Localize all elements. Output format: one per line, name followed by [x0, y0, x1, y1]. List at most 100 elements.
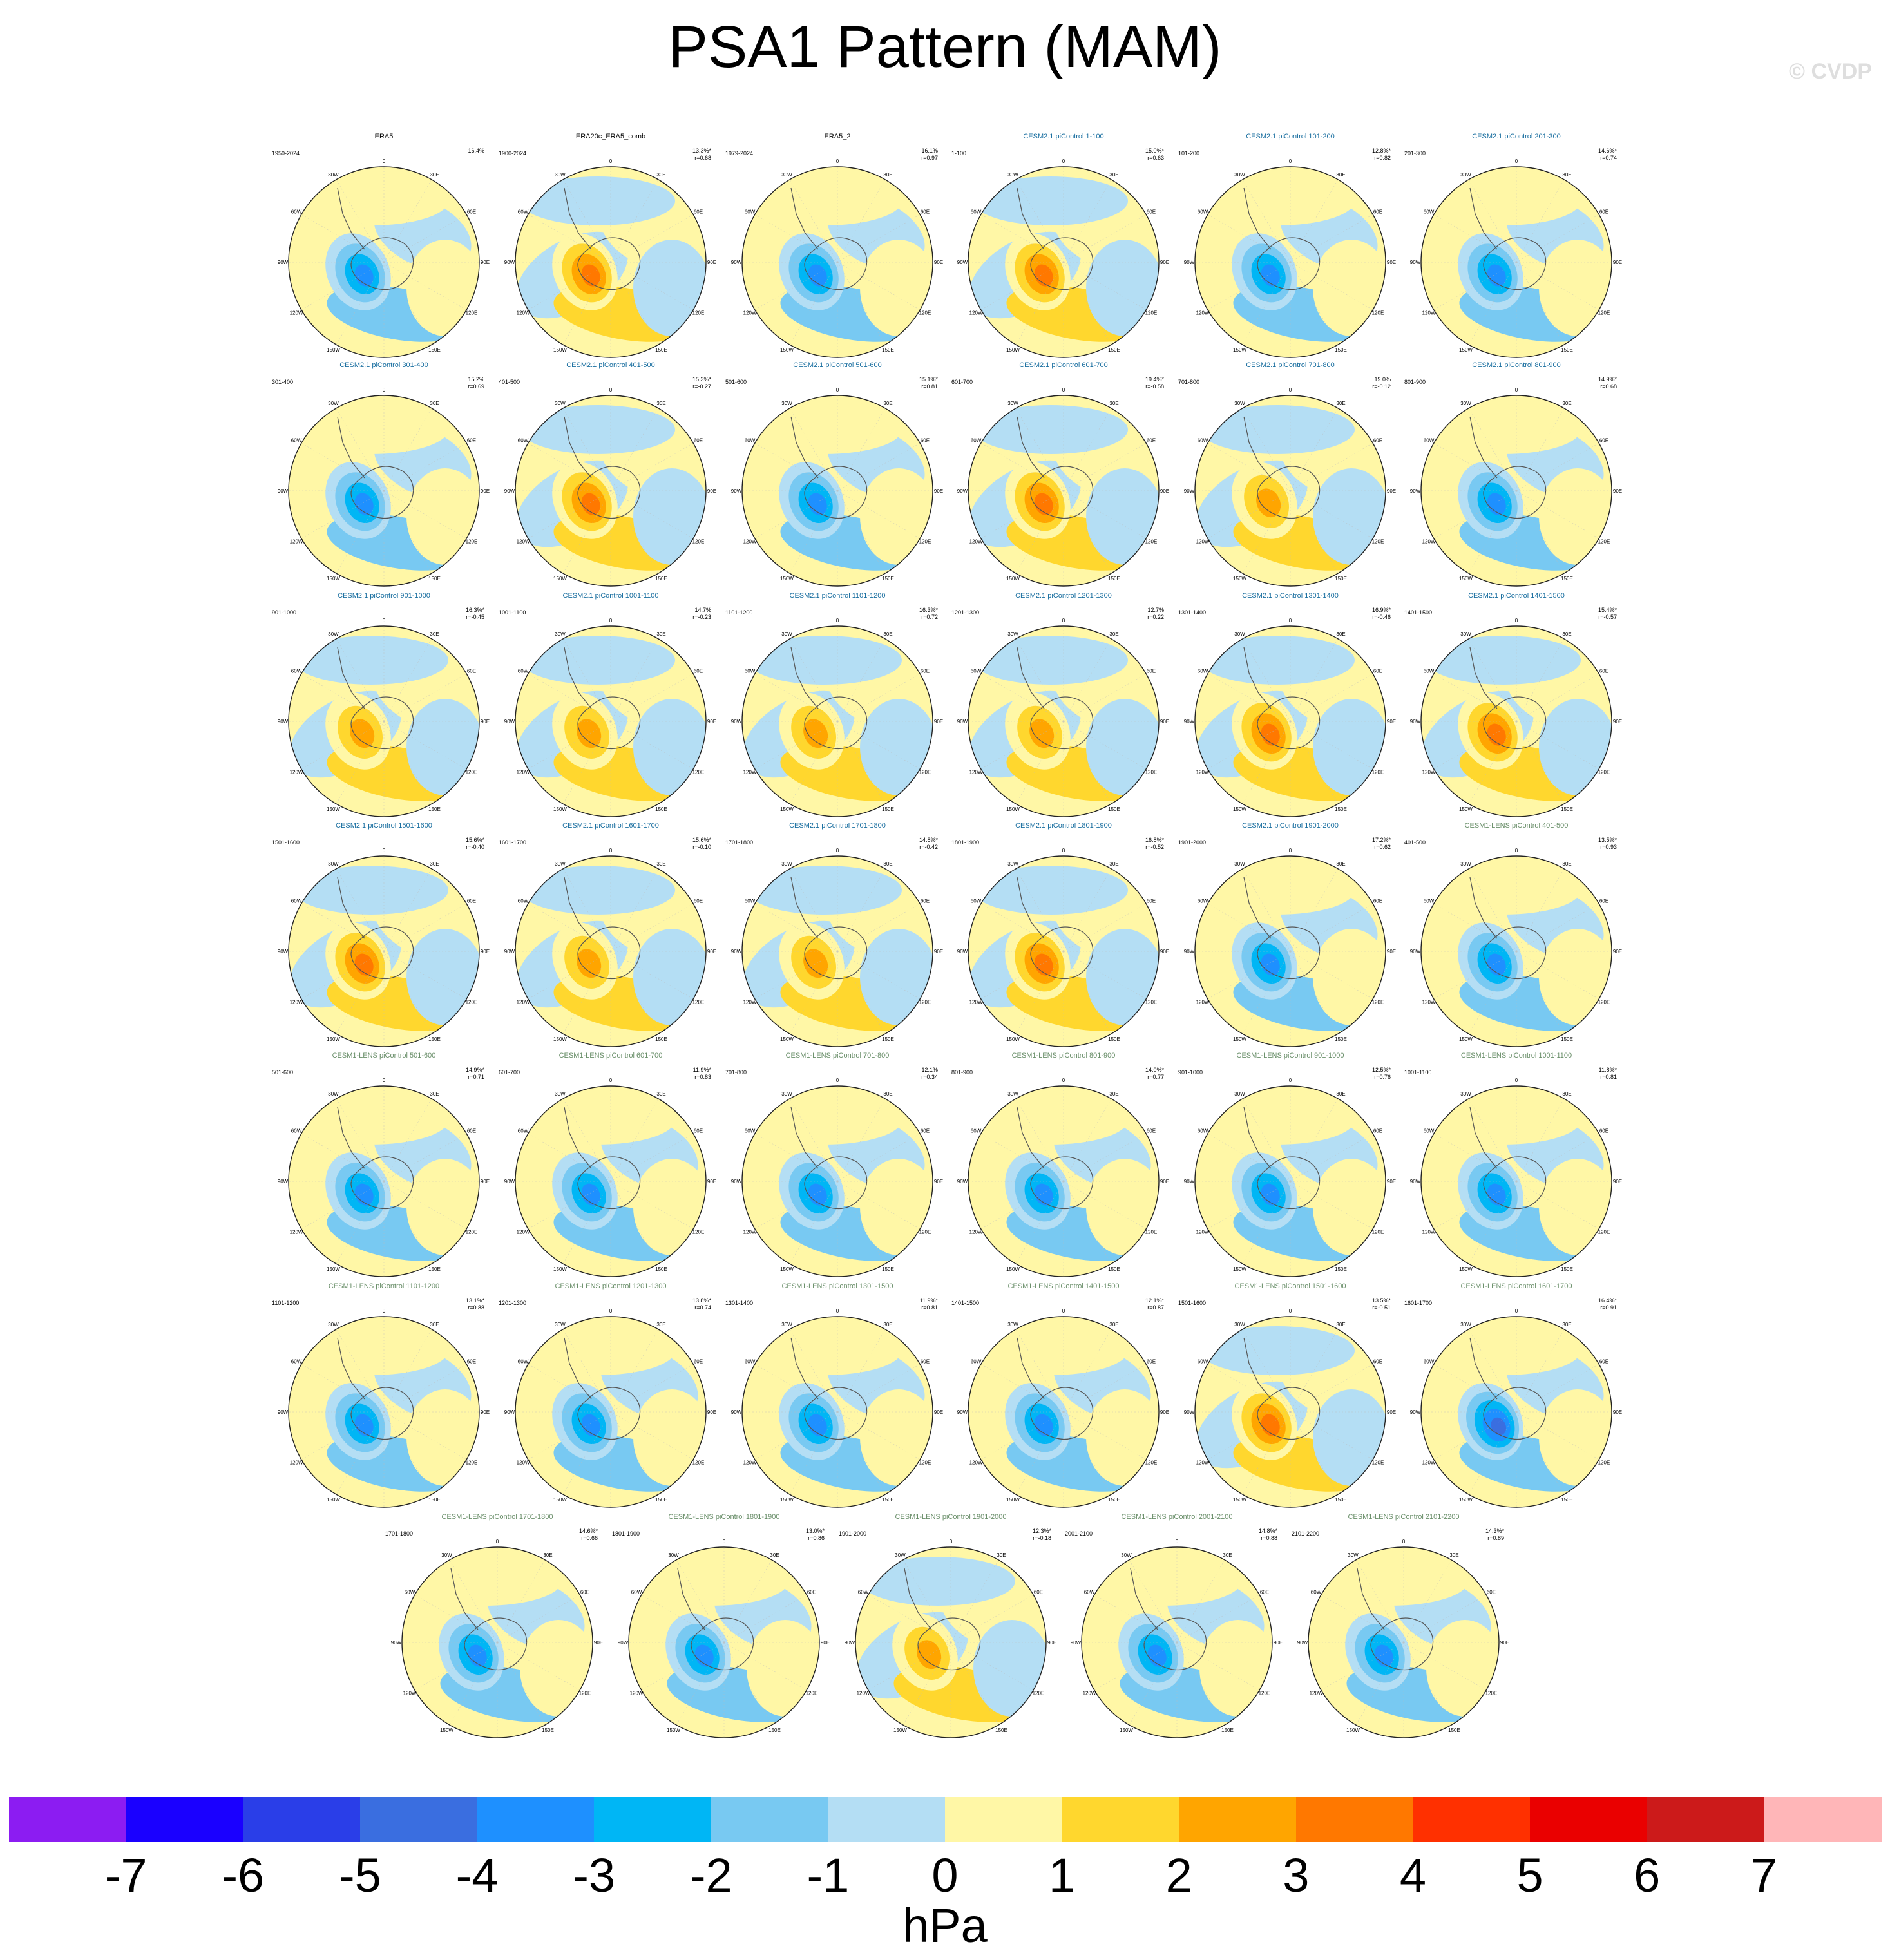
map-panel: 030E60E90E120E150E180150W120W90W60W30WCE… — [950, 132, 1177, 359]
map-border — [968, 1085, 1160, 1277]
lon-label: 150E — [428, 806, 441, 812]
panel-stats: 14.9%* r=0.68 — [1598, 376, 1617, 390]
anomaly-contour — [1426, 636, 1581, 685]
lon-label: 30E — [656, 1322, 665, 1327]
lon-label: 0 — [1515, 387, 1518, 393]
polar-map: 030E60E90E120E150E180150W120W90W60W30W — [731, 1308, 943, 1508]
lon-label: 0 — [1062, 158, 1065, 164]
anomaly-core — [1034, 264, 1053, 287]
lon-label: 90W — [504, 949, 515, 955]
lon-label: 150E — [1335, 347, 1347, 353]
anomaly-core — [1491, 1417, 1507, 1436]
panel-years: 1701-1800 — [385, 1530, 414, 1537]
map-border — [288, 1316, 480, 1508]
panel-stats: 15.2% r=0.69 — [468, 376, 484, 390]
coastline — [564, 1107, 592, 1169]
lon-label: 60W — [1198, 438, 1208, 444]
lon-label: 60E — [1373, 209, 1382, 215]
anomaly-contour — [860, 699, 933, 795]
lon-label: 120W — [290, 770, 303, 775]
lon-label: 150E — [1561, 1497, 1573, 1503]
lon-label: 30E — [430, 172, 439, 178]
coastline — [1469, 647, 1498, 709]
lon-label: 60W — [971, 209, 982, 215]
anomaly-contour — [633, 240, 706, 336]
panel-stats: 11.8%* r=0.81 — [1599, 1067, 1617, 1081]
panel-stats: 13.0%* r=0.86 — [806, 1528, 825, 1542]
coastline — [1030, 1387, 1094, 1440]
panel-years: 401-500 — [1404, 839, 1426, 846]
lon-label: 60W — [518, 209, 529, 215]
coastline — [1257, 926, 1321, 980]
panel-title: CESM2.1 piControl 1301-1400 — [1242, 592, 1339, 600]
panel-title: CESM2.1 piControl 101-200 — [1246, 133, 1335, 140]
lon-label: 90W — [1410, 949, 1421, 955]
lon-label: 30W — [555, 1322, 566, 1327]
lon-label: 60E — [921, 209, 930, 215]
anomaly-contour — [973, 1620, 1046, 1717]
lon-label: 0 — [1515, 1308, 1518, 1314]
lon-label: 30E — [1336, 861, 1345, 867]
anomaly-contour — [1086, 1389, 1159, 1486]
anomaly-contour — [1426, 405, 1581, 454]
anomaly-contour — [1200, 176, 1355, 225]
coastline — [1483, 1387, 1547, 1440]
lon-label: 90W — [1184, 1179, 1195, 1185]
lon-label: 120W — [290, 310, 303, 316]
panel-stats: 16.8%* r=-0.52 — [1145, 837, 1164, 851]
panel-years: 1101-1200 — [272, 1300, 300, 1306]
lon-label: 150E — [655, 1497, 667, 1503]
lon-label: 30E — [1109, 401, 1118, 406]
lon-label: 60E — [1147, 438, 1156, 444]
panel-title: CESM1-LENS piControl 1701-1800 — [441, 1513, 553, 1521]
lon-label: 30W — [1007, 401, 1018, 406]
panel-stats: 16.1% r=0.97 — [921, 147, 938, 162]
lon-label: 120E — [692, 770, 705, 775]
colorbar-tick-label: 6 — [1634, 1849, 1661, 1902]
lon-label: 120W — [517, 310, 530, 316]
anomaly-contour — [520, 1326, 675, 1375]
lon-label: 30W — [1348, 1552, 1359, 1558]
panel-correlation: r=-0.18 — [1033, 1535, 1051, 1541]
panel-correlation: r=0.89 — [1487, 1535, 1504, 1541]
anomaly-contour — [1087, 1557, 1241, 1606]
map-panel: 030E60E90E120E150E180150W120W90W60W30WCE… — [724, 1282, 951, 1508]
panel-correlation: r=0.93 — [1600, 844, 1617, 850]
lon-label: 120W — [743, 1460, 757, 1466]
lon-label: 150W — [553, 806, 567, 812]
lon-label: 60E — [1599, 669, 1608, 674]
anomaly-core — [1261, 953, 1280, 976]
lon-label: 30E — [883, 1322, 892, 1327]
lon-label: 150W — [327, 1497, 340, 1503]
coastline — [337, 877, 365, 939]
lon-label: 150E — [1561, 806, 1573, 812]
panel-correlation: r=0.81 — [921, 1304, 938, 1311]
lon-label: 90E — [707, 488, 716, 494]
lon-label: 150W — [1006, 1266, 1020, 1272]
lon-label: 30W — [781, 1091, 792, 1097]
panel-stats: 13.8%* r=0.74 — [692, 1297, 711, 1311]
lon-label: 150W — [327, 1266, 340, 1272]
lon-label: 150E — [882, 1036, 894, 1042]
lon-label: 30E — [543, 1552, 552, 1558]
coastline — [350, 1387, 414, 1440]
lon-label: 120E — [1372, 1230, 1384, 1235]
lon-label: 90E — [707, 719, 716, 725]
panel-title: ERA20c_ERA5_comb — [575, 133, 646, 140]
anomaly-contour — [633, 468, 706, 565]
colorbar-box — [1295, 1797, 1413, 1842]
lon-label: 120E — [1145, 770, 1158, 775]
colorbar-box — [1530, 1797, 1648, 1842]
lon-label: 30W — [1234, 631, 1245, 637]
map-panel: 030E60E90E120E150E180150W120W90W60W30WCE… — [384, 1512, 611, 1739]
map-border — [1308, 1546, 1500, 1738]
anomaly-contour — [1313, 929, 1386, 1025]
map-border — [1194, 166, 1386, 358]
panel-title: ERA5_2 — [824, 133, 851, 140]
polar-map: 030E60E90E120E150E180150W120W90W60W30W — [957, 1078, 1169, 1277]
anomaly-contour — [1313, 1557, 1468, 1606]
panel-years: 201-300 — [1404, 150, 1426, 157]
lon-label: 60E — [1147, 669, 1156, 674]
lon-label: 90W — [731, 949, 742, 955]
panel-title: CESM1-LENS piControl 601-700 — [558, 1052, 663, 1060]
